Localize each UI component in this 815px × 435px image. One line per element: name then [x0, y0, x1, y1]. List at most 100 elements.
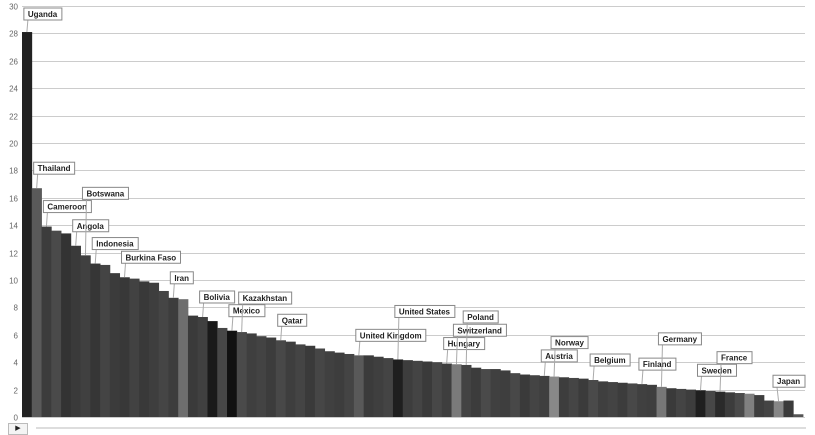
bar[interactable]	[744, 393, 755, 417]
bar[interactable]	[295, 344, 306, 417]
bar[interactable]	[754, 395, 765, 417]
bar[interactable]	[344, 353, 355, 417]
bar[interactable]	[412, 360, 423, 417]
country-label-box	[72, 219, 110, 233]
label-leader-line	[172, 283, 175, 298]
bar[interactable]	[676, 388, 687, 417]
bar[interactable]	[685, 389, 697, 417]
bar[interactable]	[31, 188, 42, 417]
bar[interactable]	[392, 359, 404, 417]
bar[interactable]	[51, 230, 62, 417]
country-label-box	[238, 291, 293, 305]
bar[interactable]	[461, 364, 472, 417]
country-label-text: Qatar	[282, 316, 303, 325]
bar[interactable]	[246, 333, 257, 417]
bar[interactable]	[402, 360, 413, 417]
bar[interactable]	[353, 355, 365, 417]
bar[interactable]	[266, 337, 277, 417]
bar[interactable]	[70, 245, 81, 417]
bar[interactable]	[734, 393, 745, 417]
bar[interactable]	[383, 358, 394, 417]
label-leader-line	[94, 249, 97, 264]
bar[interactable]	[178, 299, 189, 417]
bar[interactable]	[656, 386, 667, 417]
bar[interactable]	[139, 281, 150, 417]
bar[interactable]	[597, 381, 609, 417]
bar[interactable]	[41, 226, 52, 417]
bar[interactable]	[617, 382, 628, 417]
bar[interactable]	[588, 380, 599, 417]
play-button[interactable]: ▶	[8, 423, 28, 435]
label-leader-line	[36, 174, 39, 189]
bar[interactable]	[666, 388, 677, 417]
country-label: Sweden	[696, 363, 737, 391]
y-tick-label: 2	[14, 387, 19, 396]
bar[interactable]	[705, 390, 716, 417]
bar[interactable]	[539, 375, 550, 417]
bar[interactable]	[549, 376, 560, 417]
bar[interactable]	[305, 345, 316, 417]
bar[interactable]	[197, 316, 208, 417]
country-label-box	[228, 304, 266, 318]
bar[interactable]	[783, 400, 794, 417]
bar[interactable]	[236, 332, 247, 417]
bar[interactable]	[100, 264, 111, 417]
bar[interactable]	[256, 336, 267, 417]
bar[interactable]	[715, 391, 726, 417]
bar[interactable]	[334, 352, 345, 417]
bar[interactable]	[568, 377, 579, 417]
bar[interactable]	[510, 373, 521, 417]
bar[interactable]	[22, 32, 33, 417]
bar[interactable]	[578, 378, 589, 417]
bar[interactable]	[793, 414, 804, 417]
country-label-text: Mexico	[233, 307, 260, 316]
bar[interactable]	[432, 362, 443, 417]
country-labels: Uganda Thailand Cameroon Angola Botswana Indo…	[23, 7, 806, 402]
bar[interactable]	[314, 348, 326, 418]
bar[interactable]	[441, 363, 452, 417]
bar[interactable]	[119, 277, 130, 417]
bar[interactable]	[187, 315, 199, 417]
bar[interactable]	[227, 330, 238, 417]
bar[interactable]	[129, 278, 140, 417]
bar[interactable]	[637, 384, 648, 417]
bar[interactable]	[490, 369, 501, 417]
bar[interactable]	[500, 370, 511, 417]
bar[interactable]	[158, 290, 169, 417]
bar[interactable]	[80, 255, 91, 417]
bar[interactable]	[724, 392, 736, 417]
bar[interactable]	[275, 340, 286, 417]
bar[interactable]	[471, 367, 482, 417]
country-label: Finland	[638, 357, 677, 385]
bar[interactable]	[451, 364, 462, 417]
bar[interactable]	[324, 351, 335, 417]
country-label: Qatar	[277, 313, 308, 341]
country-label: Japan	[772, 374, 806, 402]
bar[interactable]	[109, 273, 121, 417]
bar[interactable]	[168, 297, 179, 417]
bar[interactable]	[607, 382, 618, 417]
bar[interactable]	[529, 375, 540, 417]
bar[interactable]	[217, 327, 228, 417]
bar[interactable]	[763, 400, 775, 417]
bar[interactable]	[207, 321, 218, 417]
bar[interactable]	[373, 356, 384, 417]
bar[interactable]	[480, 369, 491, 417]
bar[interactable]	[558, 377, 570, 417]
country-label-box	[33, 161, 76, 175]
label-leader-line	[465, 322, 468, 365]
bar[interactable]	[61, 233, 72, 417]
bar[interactable]	[695, 390, 706, 417]
label-leader-line	[45, 212, 48, 227]
timeline-slider[interactable]	[36, 427, 806, 429]
bar[interactable]	[422, 361, 433, 417]
bar[interactable]	[90, 263, 101, 417]
bar[interactable]	[646, 384, 657, 417]
bar[interactable]	[285, 341, 296, 417]
bar[interactable]	[627, 383, 638, 417]
bar[interactable]	[773, 401, 784, 417]
bar[interactable]	[363, 355, 374, 417]
bar[interactable]	[148, 282, 160, 417]
bar[interactable]	[519, 374, 531, 417]
